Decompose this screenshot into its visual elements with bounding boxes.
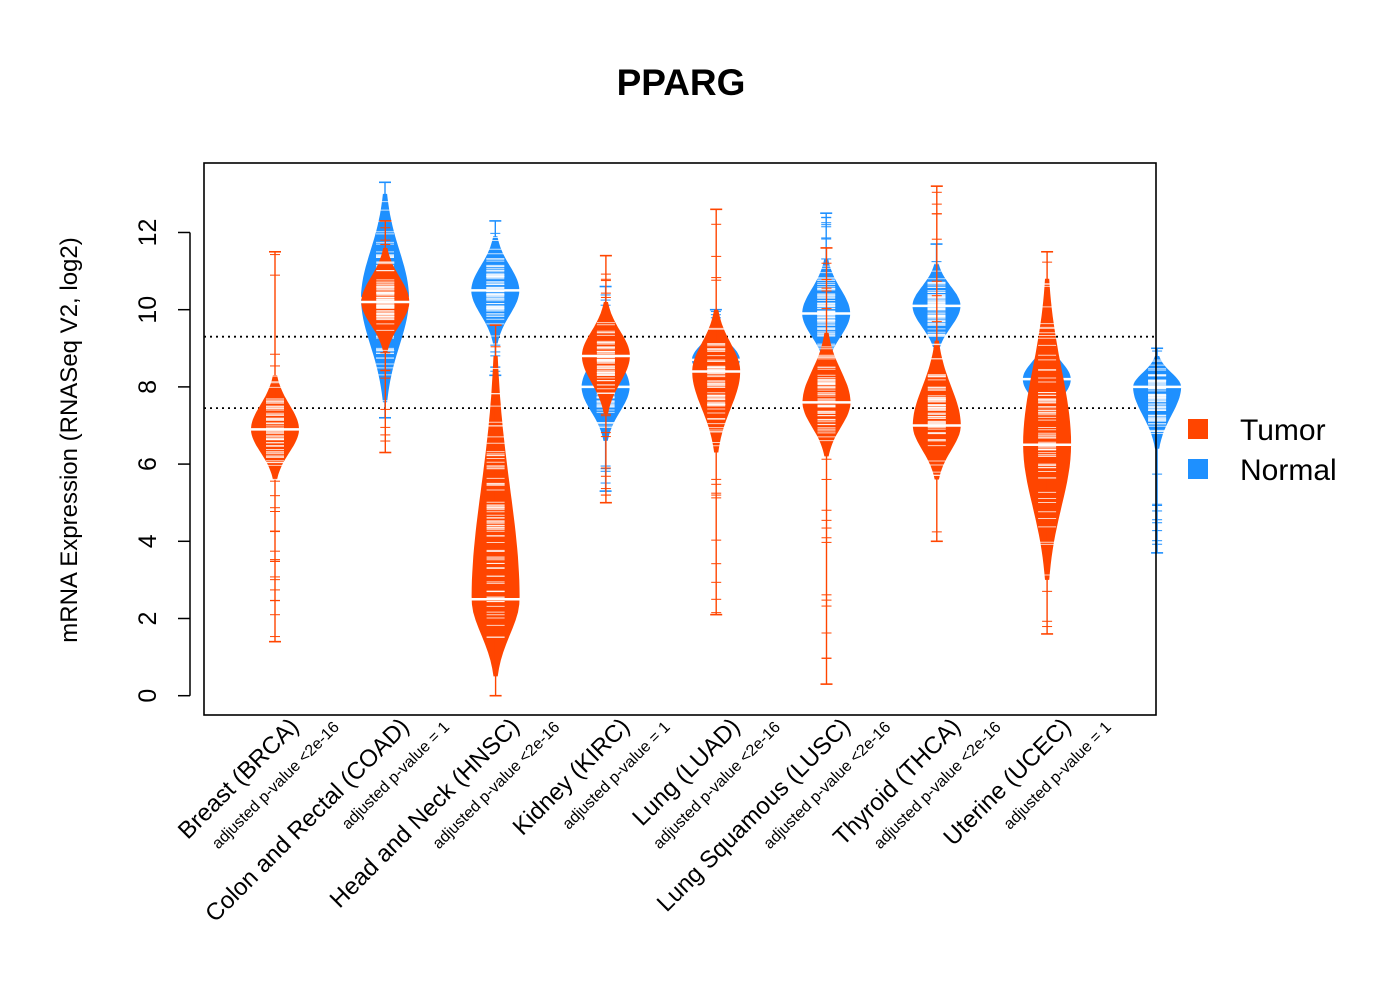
legend: Tumor Normal [1188, 414, 1337, 487]
bean-tumor [359, 220, 412, 454]
plot-frame [203, 162, 1157, 716]
legend-swatch-normal [1188, 459, 1208, 479]
bean-normal [469, 220, 522, 377]
legend-label-tumor: Tumor [1240, 414, 1326, 447]
bean-tumor [579, 254, 632, 504]
bean-tumor [690, 208, 743, 616]
y-tick-label: 0 [134, 689, 162, 703]
y-tick-label: 6 [134, 457, 162, 471]
y-tick-label: 8 [134, 380, 162, 394]
y-axis-label: mRNA Expression (RNASeq V2, log2) [56, 237, 83, 643]
y-tick-label: 4 [134, 534, 162, 548]
bean-tumor [910, 185, 963, 543]
reference-lines [204, 335, 1156, 410]
y-axis: 0 2 4 6 8 10 12 [134, 219, 191, 703]
bean-normal [1131, 347, 1184, 554]
legend-swatch-tumor [1188, 419, 1208, 439]
beans [249, 181, 1184, 697]
bean-tumor [1021, 250, 1074, 635]
bean-tumor [800, 247, 853, 685]
bean-tumor [249, 250, 301, 643]
y-tick-label: 12 [134, 219, 162, 247]
bean-tumor [469, 324, 522, 697]
legend-label-normal: Normal [1240, 454, 1337, 487]
y-tick-label: 2 [134, 612, 162, 626]
x-axis-labels: Breast (BRCA)adjusted p-value <2e-16Colo… [173, 713, 1115, 927]
chart-title: PPARG [616, 62, 746, 103]
y-tick-label: 10 [134, 296, 162, 324]
